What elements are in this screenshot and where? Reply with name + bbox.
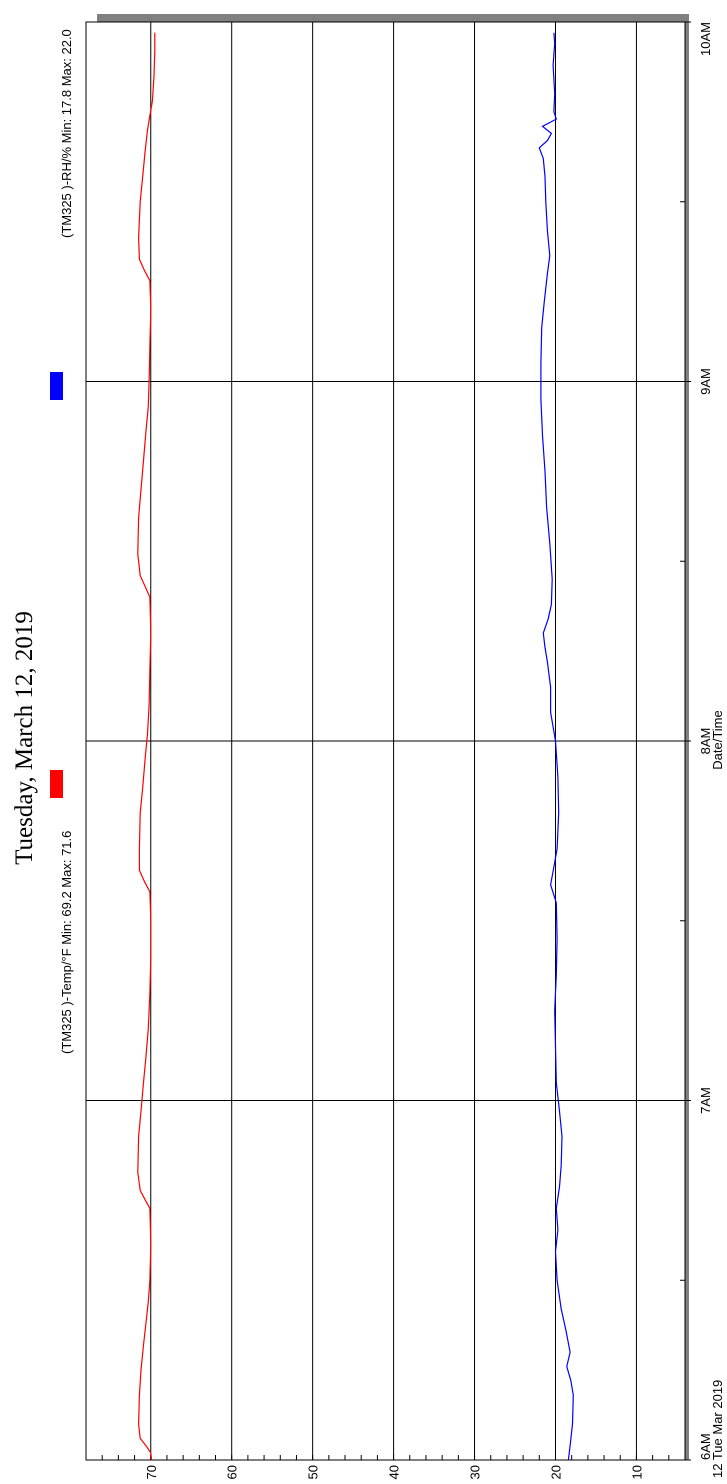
series-line-temp [137, 32, 156, 1461]
y-tick-label: 40 [387, 1465, 402, 1479]
legend-swatch-temp [50, 770, 63, 798]
series-layer [137, 32, 574, 1461]
series-line-rh [538, 32, 574, 1461]
minor-ticks [101, 201, 685, 1460]
y-tick-label: 50 [306, 1465, 321, 1479]
y-tick-label: 20 [548, 1465, 563, 1479]
y-tick-label: 70 [144, 1465, 159, 1479]
x-tick-label: 8AM [698, 728, 713, 755]
legend-swatch-rh [50, 372, 63, 400]
y-tick-label: 30 [468, 1465, 483, 1479]
rotated-labels: 6AM 7AM 8AM 9AM 10AM 12 Tue Mar 2019 Date/Ti… [11, 22, 725, 1479]
y-tick-label: 10 [629, 1465, 644, 1479]
x-tick-label: 9AM [698, 368, 713, 395]
legend-label-rh: (TM325 )-RH/% Min: 17.8 Max: 22.0 [59, 29, 74, 238]
chart-title: Tuesday, March 12, 2019 [11, 611, 38, 865]
x-date-label: 12 Tue Mar 2019 [710, 1380, 725, 1478]
y-tick-label: 60 [225, 1465, 240, 1479]
x-tick-labels: 6AM 7AM 8AM 9AM 10AM [698, 22, 713, 1460]
x-tick-label: 10AM [698, 22, 713, 56]
y-tick-labels: 70 60 50 40 30 20 10 [144, 1465, 645, 1479]
legend-label-temp: (TM325 )-Temp/°F Min: 69.2 Max: 71.6 [59, 831, 74, 1054]
x-tick-label: 6AM [698, 1433, 713, 1460]
x-axis-label: Date/Time [710, 710, 725, 769]
x-tick-label: 7AM [698, 1087, 713, 1114]
